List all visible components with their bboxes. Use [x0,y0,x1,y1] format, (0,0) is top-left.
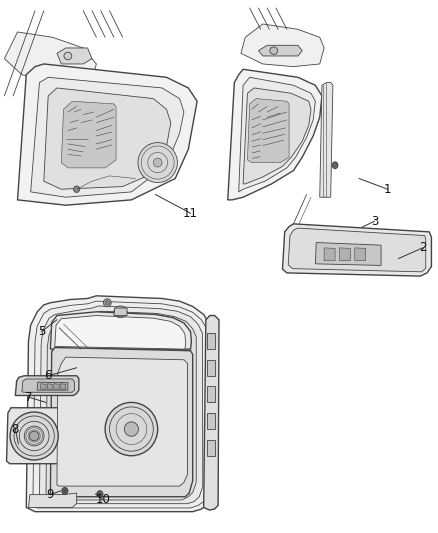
Polygon shape [47,384,53,389]
Ellipse shape [105,402,158,456]
Polygon shape [31,77,184,197]
Text: 10: 10 [95,493,110,506]
Text: 11: 11 [183,207,198,220]
Polygon shape [288,228,426,272]
Polygon shape [55,316,186,349]
Polygon shape [50,312,191,349]
Polygon shape [228,69,322,200]
Text: 8: 8 [12,423,19,435]
Polygon shape [15,376,79,395]
Ellipse shape [99,492,101,496]
Text: 2: 2 [419,241,427,254]
Polygon shape [26,296,212,512]
Polygon shape [324,248,335,261]
Polygon shape [4,32,96,85]
Polygon shape [207,440,215,456]
Ellipse shape [153,158,162,167]
Polygon shape [39,306,203,504]
Ellipse shape [10,412,58,460]
Ellipse shape [332,162,338,168]
Polygon shape [355,248,366,261]
Ellipse shape [334,164,336,167]
Polygon shape [339,248,350,261]
Polygon shape [315,243,381,265]
Polygon shape [37,382,68,390]
Polygon shape [239,77,315,192]
Ellipse shape [64,489,66,492]
Polygon shape [44,88,171,189]
Polygon shape [243,88,311,184]
Polygon shape [207,386,215,402]
Polygon shape [18,64,197,205]
Ellipse shape [270,47,278,54]
Polygon shape [57,357,187,486]
Polygon shape [7,408,64,464]
Ellipse shape [138,142,177,182]
Polygon shape [258,45,302,56]
Polygon shape [61,101,116,168]
Polygon shape [241,24,324,67]
Ellipse shape [124,422,138,436]
Polygon shape [54,384,59,389]
Polygon shape [204,316,219,510]
Ellipse shape [64,52,72,60]
Ellipse shape [62,488,67,494]
Text: 1: 1 [384,183,392,196]
Polygon shape [283,224,431,276]
Text: 5: 5 [38,325,45,338]
Ellipse shape [103,298,111,307]
Ellipse shape [29,431,39,441]
Polygon shape [247,99,289,163]
Polygon shape [207,333,215,349]
Text: 3: 3 [371,215,378,228]
Polygon shape [46,311,196,500]
Polygon shape [114,308,127,316]
Polygon shape [33,301,208,508]
Polygon shape [41,384,46,389]
Polygon shape [28,493,77,507]
Polygon shape [320,83,333,197]
Text: 6: 6 [44,369,52,382]
Polygon shape [22,379,74,392]
Ellipse shape [105,301,110,305]
Polygon shape [50,348,193,497]
Text: 9: 9 [46,488,54,501]
Polygon shape [60,384,66,389]
Text: 7: 7 [25,391,32,403]
Polygon shape [207,413,215,429]
Ellipse shape [74,186,80,192]
Polygon shape [57,48,92,64]
Ellipse shape [97,491,102,497]
Polygon shape [207,360,215,376]
